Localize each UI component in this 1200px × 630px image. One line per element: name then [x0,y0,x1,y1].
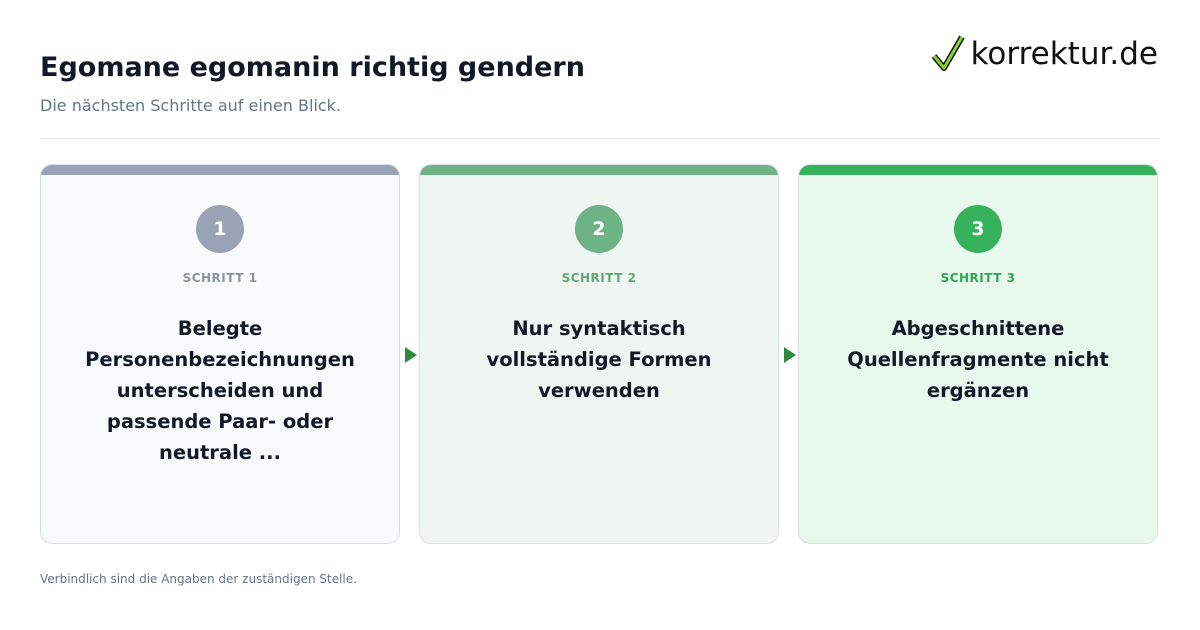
step-number: 1 [196,205,244,253]
arrow [405,347,417,363]
step-bar [799,165,1157,175]
step-card: 2 SCHRITT 2 Nur syntaktisch vollständige… [419,164,779,544]
divider [40,138,1160,139]
step-label: SCHRITT 1 [182,271,258,285]
step-text: Abgeschnittene Quellenfragmente nicht er… [847,317,1109,402]
step-card: 1 SCHRITT 1 Belegte Personenbezeichnunge… [40,164,400,544]
logo-text: korrektur.de [970,36,1158,72]
step-bar [420,165,778,175]
step-label: SCHRITT 3 [940,271,1016,285]
step-text: Belegte Personenbezeichnungen unterschei… [85,317,355,464]
step-label: SCHRITT 2 [561,271,637,285]
logo-check [931,35,965,71]
footer: Verbindlich sind die Angaben der zuständ… [40,572,357,586]
step-number: 2 [575,205,623,253]
step-bar [41,165,399,175]
title: Egomane egomanin richtig gendern [40,52,585,83]
logo: korrektur.de [931,34,1158,74]
subtitle: Die nächsten Schritte auf einen Blick. [40,96,342,115]
step-card: 3 SCHRITT 3 Abgeschnittene Quellenfragme… [798,164,1158,544]
step-text: Nur syntaktisch vollständige Formen verw… [486,317,712,402]
step-number: 3 [954,205,1002,253]
arrow [784,347,796,363]
